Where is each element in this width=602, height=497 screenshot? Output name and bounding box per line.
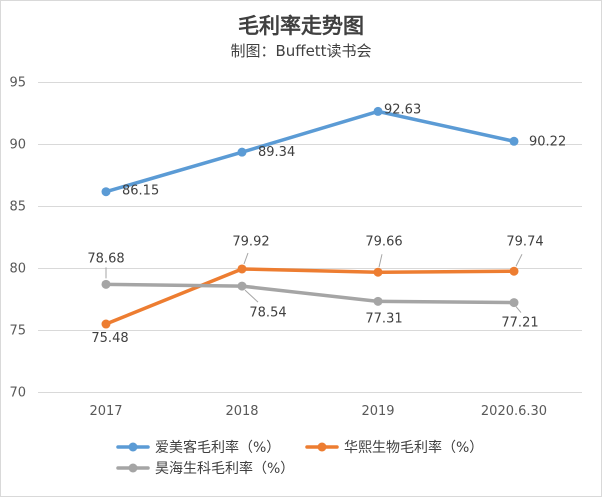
legend-label: 爱美客毛利率（%）	[155, 439, 280, 456]
data-label: 75.48	[91, 331, 128, 346]
series-1-point	[509, 266, 519, 276]
data-label: 77.31	[365, 311, 402, 326]
y-axis-labels: 70 75 80 85 90 95	[9, 76, 26, 401]
chart-title: 毛利率走势图	[238, 14, 364, 38]
legend-label: 昊海生科毛利率（%）	[155, 460, 294, 477]
legend-item: 华熙生物毛利率（%）	[305, 439, 483, 456]
x-tick-label: 2018	[225, 404, 258, 419]
x-tick-label: 2020.6.30	[481, 404, 547, 419]
series-2-point	[237, 281, 247, 291]
leader-line	[243, 252, 249, 265]
series-1-point	[101, 319, 111, 329]
series-1-point	[373, 267, 383, 277]
x-tick-label: 2019	[361, 404, 394, 419]
y-tick-label: 85	[9, 200, 26, 215]
y-tick-label: 80	[9, 262, 26, 277]
y-tick-label: 90	[9, 138, 26, 153]
data-label: 77.21	[501, 316, 538, 331]
leader-line	[515, 306, 522, 313]
data-label: 89.34	[258, 145, 295, 160]
series-0	[101, 106, 519, 197]
series-1-line	[104, 267, 516, 326]
series-2-point	[101, 279, 111, 289]
legend-marker-dot	[128, 463, 138, 473]
series-0-line	[104, 109, 516, 194]
data-label: 92.63	[384, 102, 421, 117]
leader-line	[244, 289, 259, 303]
series-group	[101, 106, 519, 329]
y-tick-label: 70	[9, 386, 26, 401]
series-0-point	[237, 147, 247, 157]
series-2	[101, 279, 519, 308]
series-0-point	[509, 136, 519, 146]
chart-subtitle: 制图：Buffett读书会	[230, 42, 371, 60]
data-label: 79.66	[365, 235, 402, 250]
data-label: 78.68	[87, 251, 124, 266]
leader-line	[515, 254, 523, 267]
data-label: 79.92	[232, 234, 269, 249]
data-labels: 86.15 89.34 92.63 90.22 75.48 79.92 79.66 79.74…	[87, 102, 566, 346]
legend-marker-dot	[317, 442, 327, 452]
legend-item: 昊海生科毛利率（%）	[116, 460, 294, 477]
data-label: 86.15	[122, 184, 159, 199]
data-label: 78.54	[249, 306, 286, 321]
leader-line	[378, 254, 383, 268]
x-axis-labels: 2017 2018 2019 2020.6.30	[89, 404, 547, 419]
legend: 爱美客毛利率（%） 华熙生物毛利率（%） 昊海生科毛利率（%）	[116, 439, 483, 477]
series-0-point	[101, 187, 111, 197]
series-1	[101, 264, 519, 329]
series-2-point	[373, 296, 383, 306]
data-label: 79.74	[506, 235, 543, 250]
legend-label: 华熙生物毛利率（%）	[344, 439, 483, 456]
y-tick-label: 75	[9, 324, 26, 339]
series-2-line	[104, 282, 516, 305]
y-tick-label: 95	[9, 76, 26, 91]
data-label: 90.22	[529, 134, 566, 149]
legend-marker-dot	[128, 442, 138, 452]
legend-item: 爱美客毛利率（%）	[116, 439, 280, 456]
series-0-point	[373, 106, 383, 116]
gridlines	[38, 82, 582, 393]
series-2-point	[509, 298, 519, 308]
x-tick-label: 2017	[89, 404, 122, 419]
series-1-point	[237, 264, 247, 274]
